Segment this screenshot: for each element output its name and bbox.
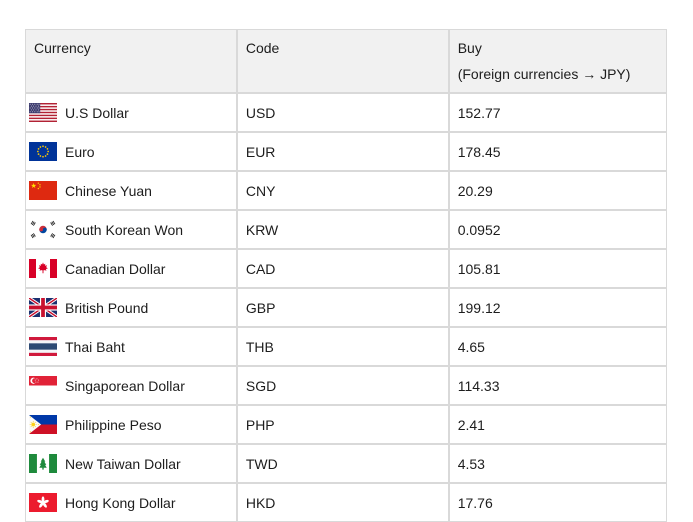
- currency-cell: Philippine Peso: [25, 405, 237, 444]
- buy-cell: 114.33: [448, 366, 667, 405]
- currency-cell: New Taiwan Dollar: [25, 444, 237, 483]
- column-header-buy: Buy (Foreign currencies → JPY): [448, 29, 667, 93]
- buy-cell: 0.0952: [448, 210, 667, 249]
- buy-cell: 4.53: [448, 444, 667, 483]
- currency-name: New Taiwan Dollar: [65, 455, 181, 472]
- currency-name: Canadian Dollar: [65, 260, 166, 277]
- eu-flag-icon: [29, 142, 57, 161]
- code-cell: CNY: [236, 171, 449, 210]
- column-header-currency: Currency: [25, 29, 237, 93]
- table-row: Thai Baht THB 4.65: [25, 327, 667, 366]
- column-header-code: Code: [236, 29, 449, 93]
- exchange-rate-table-container: Currency Code Buy (Foreign currencies → …: [25, 29, 667, 522]
- singapore-flag-icon: [29, 376, 57, 395]
- buy-cell: 105.81: [448, 249, 667, 288]
- column-header-code-label: Code: [245, 40, 280, 56]
- table-row: New Taiwan Dollar TWD 4.53: [25, 444, 667, 483]
- code-cell: GBP: [236, 288, 449, 327]
- code-cell: USD: [236, 93, 449, 132]
- currency-name: Hong Kong Dollar: [65, 494, 176, 511]
- buy-cell: 4.65: [448, 327, 667, 366]
- code-cell: TWD: [236, 444, 449, 483]
- code-cell: SGD: [236, 366, 449, 405]
- thailand-flag-icon: [29, 337, 57, 356]
- currency-cell: Euro: [25, 132, 237, 171]
- column-header-buy-note: (Foreign currencies → JPY): [457, 66, 631, 82]
- currency-cell: Hong Kong Dollar: [25, 483, 237, 522]
- currency-name: South Korean Won: [65, 221, 184, 238]
- code-cell: THB: [236, 327, 449, 366]
- table-row: U.S Dollar USD 152.77: [25, 93, 667, 132]
- china-flag-icon: [29, 181, 57, 200]
- table-row: Hong Kong Dollar HKD 17.76: [25, 483, 667, 522]
- buy-cell: 178.45: [448, 132, 667, 171]
- currency-cell: South Korean Won: [25, 210, 237, 249]
- currency-name: Euro: [65, 143, 95, 160]
- currency-cell: British Pound: [25, 288, 237, 327]
- header-row: Currency Code Buy (Foreign currencies → …: [25, 29, 667, 93]
- taiwan-flag-icon: [29, 454, 57, 473]
- table-row: Chinese Yuan CNY 20.29: [25, 171, 667, 210]
- column-header-currency-label: Currency: [34, 40, 91, 56]
- code-cell: PHP: [236, 405, 449, 444]
- table-row: Canadian Dollar CAD 105.81: [25, 249, 667, 288]
- currency-cell: U.S Dollar: [25, 93, 237, 132]
- currency-name: Chinese Yuan: [65, 182, 152, 199]
- code-cell: KRW: [236, 210, 449, 249]
- currency-name: Philippine Peso: [65, 416, 162, 433]
- currency-cell: Singaporean Dollar: [25, 366, 237, 405]
- buy-cell: 20.29: [448, 171, 667, 210]
- uk-flag-icon: [29, 298, 57, 317]
- currency-name: U.S Dollar: [65, 104, 129, 121]
- currency-name: Singaporean Dollar: [65, 377, 185, 394]
- buy-cell: 17.76: [448, 483, 667, 522]
- table-row: Singaporean Dollar SGD 114.33: [25, 366, 667, 405]
- code-cell: HKD: [236, 483, 449, 522]
- currency-cell: Chinese Yuan: [25, 171, 237, 210]
- exchange-rate-table: Currency Code Buy (Foreign currencies → …: [25, 29, 667, 522]
- table-row: South Korean Won KRW 0.0952: [25, 210, 667, 249]
- currency-cell: Thai Baht: [25, 327, 237, 366]
- buy-cell: 152.77: [448, 93, 667, 132]
- currency-name: Thai Baht: [65, 338, 125, 355]
- table-row: Euro EUR 178.45: [25, 132, 667, 171]
- table-row: British Pound GBP 199.12: [25, 288, 667, 327]
- currency-name: British Pound: [65, 299, 149, 316]
- column-header-buy-label: Buy: [457, 40, 482, 56]
- canada-flag-icon: [29, 259, 57, 278]
- code-cell: EUR: [236, 132, 449, 171]
- philippines-flag-icon: [29, 415, 57, 434]
- us-flag-icon: [29, 103, 57, 122]
- buy-cell: 2.41: [448, 405, 667, 444]
- code-cell: CAD: [236, 249, 449, 288]
- currency-cell: Canadian Dollar: [25, 249, 237, 288]
- buy-cell: 199.12: [448, 288, 667, 327]
- south-korea-flag-icon: [29, 220, 57, 239]
- table-row: Philippine Peso PHP 2.41: [25, 405, 667, 444]
- hong-kong-flag-icon: [29, 493, 57, 512]
